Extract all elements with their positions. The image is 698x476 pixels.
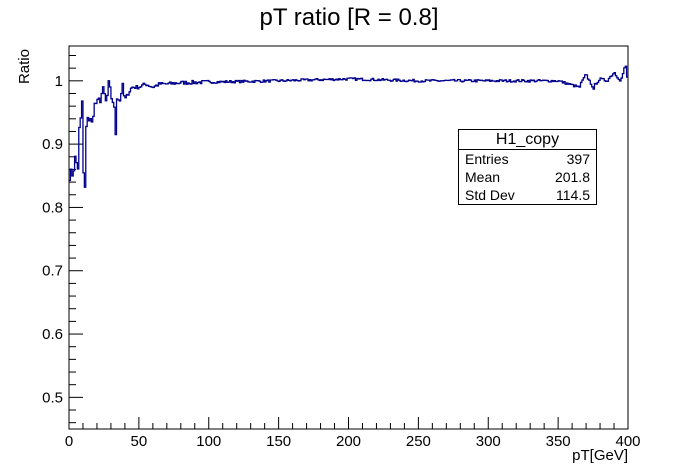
stats-label: Std Dev [465,187,515,203]
stats-value: 114.5 [556,187,590,203]
stats-value: 201.8 [554,169,590,185]
stats-value: 397 [566,151,590,167]
x-tick-label: 250 [406,433,431,450]
stats-row-mean: Mean 201.8 [459,168,596,186]
stats-row-entries: Entries 397 [459,150,596,168]
plot-frame [68,45,629,430]
x-tick-label: 100 [196,433,221,450]
stats-box-name: H1_copy [459,130,596,150]
y-tick-label: 0.8 [42,199,63,216]
stats-label: Mean [465,169,501,185]
x-axis-ticks: 0 50 100 150 200 250 300 350 400 [65,417,641,450]
x-tick-label: 50 [131,433,148,450]
y-tick-label: 0.6 [42,326,63,343]
y-tick-label: 1 [55,73,63,90]
chart-title: pT ratio [R = 0.8] [259,4,439,31]
y-tick-label: 0.5 [42,389,63,406]
stats-box: H1_copy Entries 397 Mean 201.8 Std Dev 1… [458,129,597,205]
y-axis-label: Ratio [16,49,33,84]
x-tick-label: 350 [546,433,571,450]
x-tick-label: 150 [266,433,291,450]
x-tick-label: 0 [65,433,73,450]
stats-row-stddev: Std Dev 114.5 [459,186,596,204]
x-axis-label: pT[GeV] [572,447,628,464]
series-line [69,65,628,188]
y-tick-label: 0.9 [42,136,63,153]
histogram-series [69,65,628,188]
plot-border [68,45,629,430]
x-tick-label: 200 [336,433,361,450]
stats-label: Entries [465,151,509,167]
y-tick-label: 0.7 [42,263,63,280]
x-tick-label: 400 [615,433,640,450]
x-tick-label: 300 [476,433,501,450]
y-axis-ticks: 0.5 0.6 0.7 0.8 0.9 1 [42,54,83,424]
